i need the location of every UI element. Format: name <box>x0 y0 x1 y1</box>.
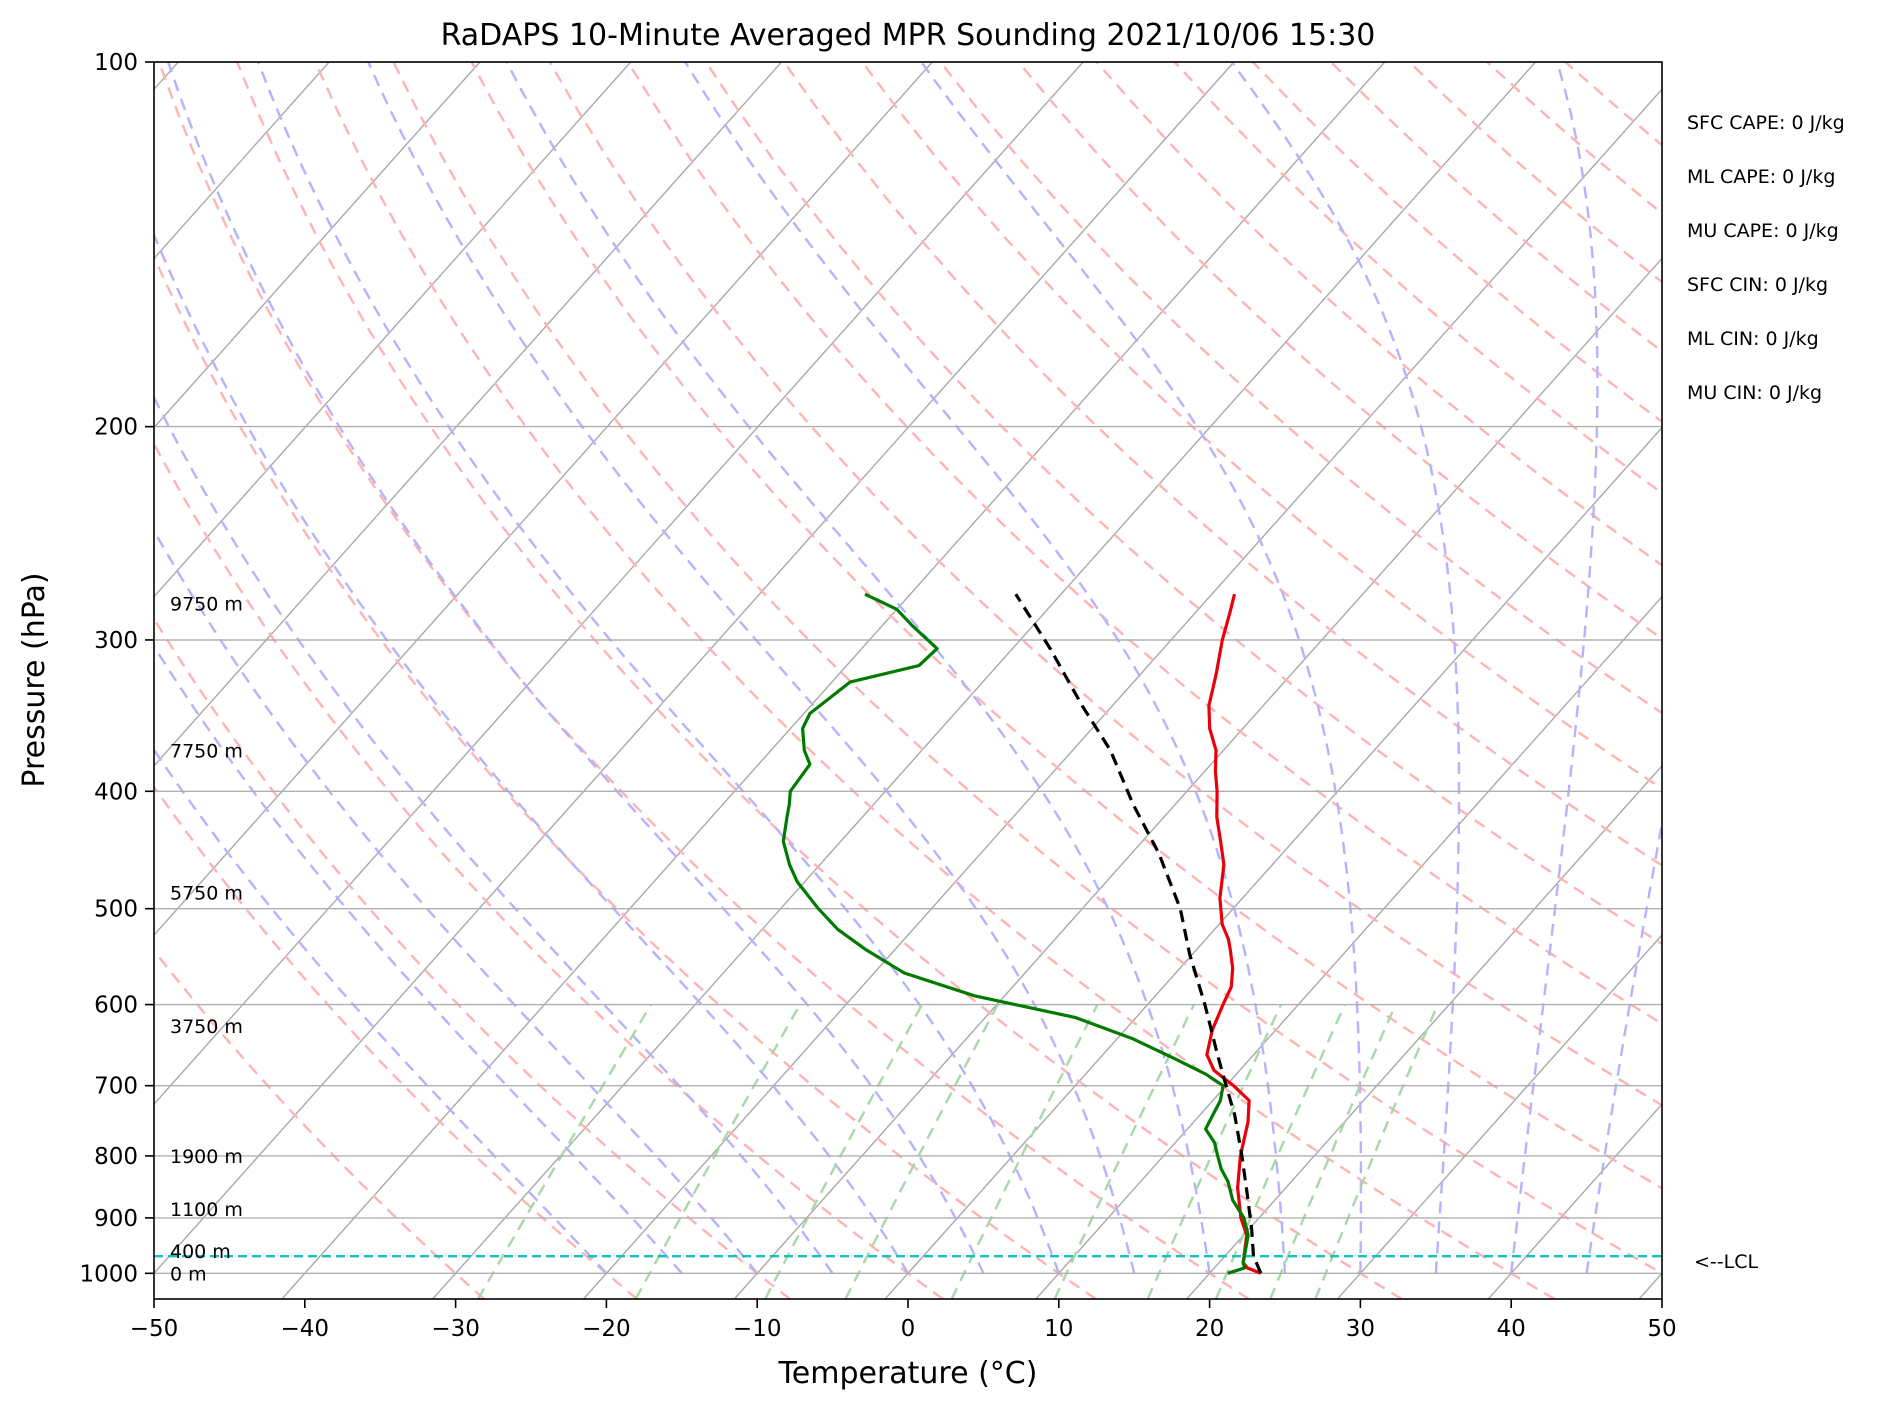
y-tick-label: 300 <box>94 628 138 654</box>
y-tick-label: 400 <box>94 779 138 805</box>
height-label: 0 m <box>170 1263 207 1285</box>
height-label: 9750 m <box>170 594 243 616</box>
index-label: MU CAPE: 0 J/kg <box>1687 220 1839 242</box>
y-tick-label: 1000 <box>79 1261 138 1287</box>
y-axis-label: Pressure (hPa) <box>17 572 52 787</box>
x-tick-label: −20 <box>582 1316 631 1342</box>
index-label: MU CIN: 0 J/kg <box>1687 382 1822 404</box>
y-tick-label: 100 <box>94 50 138 76</box>
index-label: ML CIN: 0 J/kg <box>1687 328 1819 350</box>
x-tick-label: 10 <box>1044 1316 1073 1342</box>
index-label: ML CAPE: 0 J/kg <box>1687 166 1835 188</box>
x-tick-label: −10 <box>733 1316 782 1342</box>
y-tick-label: 600 <box>94 993 138 1019</box>
lcl-label: <--LCL <box>1694 1251 1758 1273</box>
x-axis-label: Temperature (°C) <box>778 1356 1038 1391</box>
index-label: SFC CAPE: 0 J/kg <box>1687 112 1845 134</box>
height-label: 7750 m <box>170 740 243 762</box>
y-tick-label: 200 <box>94 415 138 441</box>
x-tick-label: 0 <box>901 1316 916 1342</box>
height-label: 400 m <box>170 1241 231 1263</box>
x-tick-label: 20 <box>1195 1316 1224 1342</box>
height-label: 3750 m <box>170 1016 243 1038</box>
y-tick-label: 800 <box>94 1144 138 1170</box>
x-tick-label: −40 <box>281 1316 330 1342</box>
height-label: 1900 m <box>170 1146 243 1168</box>
chart-title: RaDAPS 10-Minute Averaged MPR Sounding 2… <box>441 18 1376 53</box>
x-tick-label: 50 <box>1647 1316 1676 1342</box>
y-tick-label: 500 <box>94 897 138 923</box>
height-label: 1100 m <box>170 1199 243 1221</box>
height-label: 5750 m <box>170 883 243 905</box>
x-tick-label: 40 <box>1497 1316 1526 1342</box>
x-tick-label: 30 <box>1346 1316 1375 1342</box>
y-tick-label: 900 <box>94 1206 138 1232</box>
x-tick-label: −50 <box>130 1316 179 1342</box>
y-tick-label: 700 <box>94 1074 138 1100</box>
index-label: SFC CIN: 0 J/kg <box>1687 274 1828 296</box>
x-tick-label: −30 <box>431 1316 480 1342</box>
